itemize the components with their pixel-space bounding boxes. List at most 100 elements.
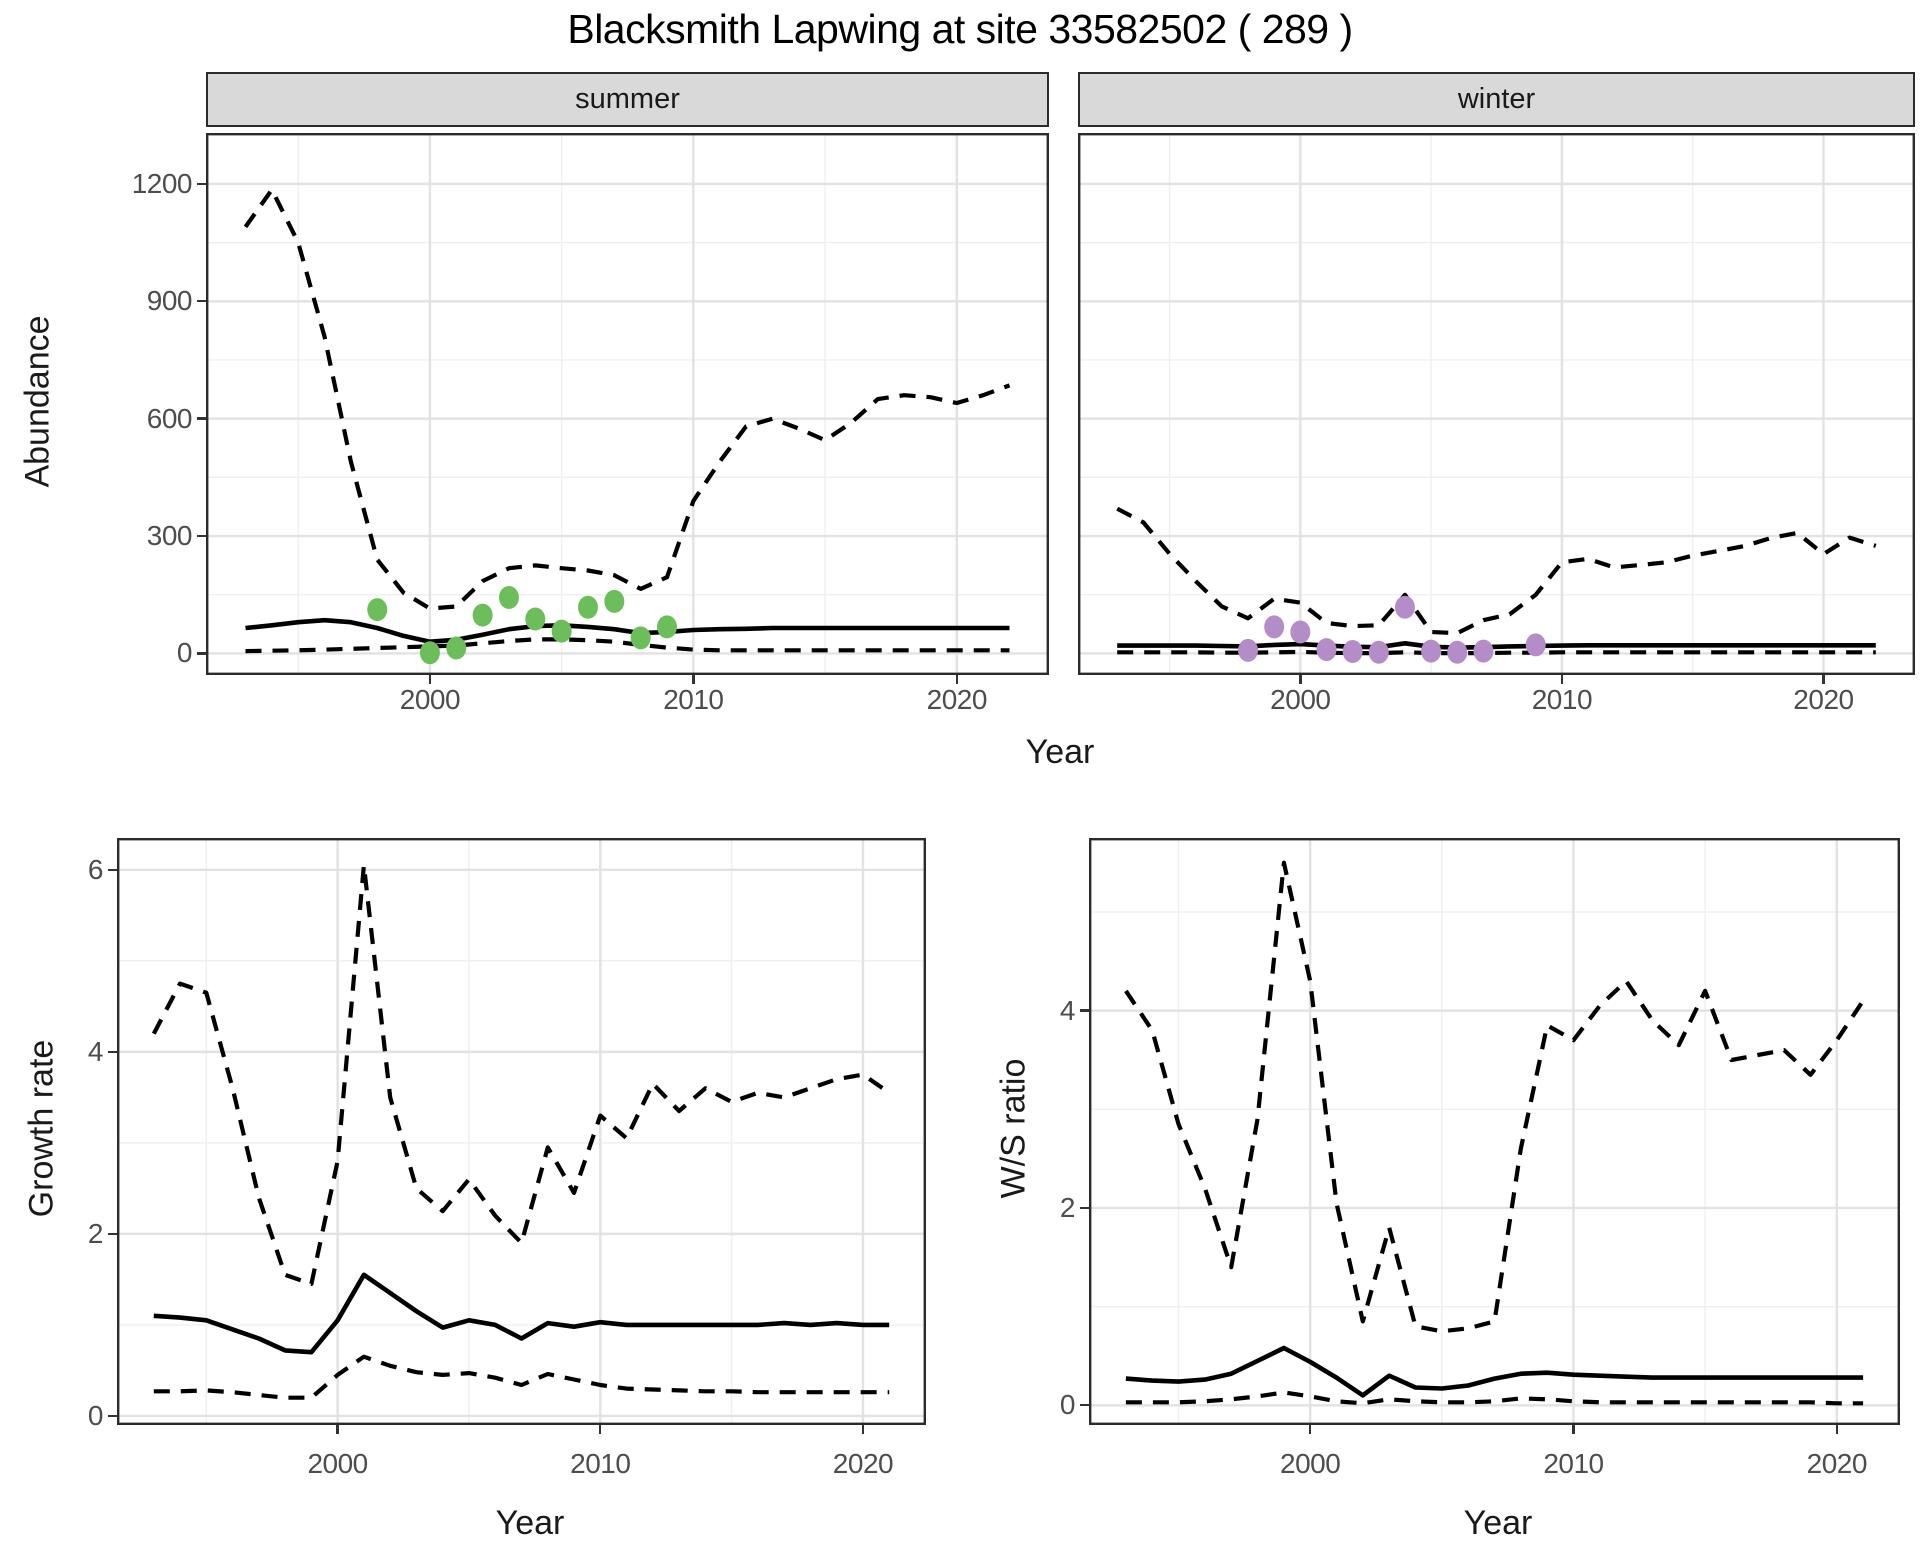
x-tick-label: 2020: [832, 1448, 894, 1479]
observed-counts-winter-point: [1316, 638, 1337, 662]
x-tick-label: 2010: [1531, 684, 1593, 715]
x-tick-label: 2010: [570, 1448, 631, 1479]
x-tick-label: 2010: [1543, 1448, 1604, 1479]
observed-counts-summer-point: [419, 641, 440, 665]
panel-border: [1078, 133, 1915, 675]
y-tick-label: 0: [87, 1399, 104, 1431]
x-tick-mark: [1822, 675, 1825, 684]
x-tick-mark: [1560, 675, 1564, 684]
y-tick-label: 4: [1059, 994, 1076, 1026]
facet-strip-winter-label: winter: [1457, 83, 1536, 115]
series-lower_95ci: [153, 1354, 890, 1400]
y-tick-mark: [108, 868, 117, 872]
x-tick-label: 2000: [1270, 684, 1331, 715]
x-tick-mark: [692, 675, 695, 684]
y-tick-label: 600: [146, 402, 193, 434]
x-tick-label: 2000: [1280, 1448, 1341, 1479]
y-tick-mark: [1080, 1206, 1089, 1210]
observed-counts-summer-point: [367, 598, 388, 622]
y-tick-label: 2: [1059, 1191, 1076, 1223]
series-lower_95ci: [1117, 649, 1876, 656]
observed-counts-summer-point: [577, 595, 598, 619]
y-tick-label: 2: [87, 1217, 104, 1249]
y-axis-title-ws-ratio: W/S ratio: [994, 1058, 1033, 1199]
y-tick-label: 0: [1059, 1389, 1076, 1421]
series-lower_95ci: [1125, 1390, 1864, 1406]
y-tick-mark: [197, 417, 206, 420]
observed-counts-summer-point: [472, 603, 493, 627]
observed-counts-summer-point: [446, 636, 467, 660]
x-axis-title-top: Year: [1025, 733, 1095, 771]
y-tick-label: 300: [146, 520, 193, 552]
y-tick-mark: [197, 182, 206, 186]
y-tick-mark: [108, 1232, 117, 1236]
y-tick-label: 1200: [131, 167, 193, 199]
observed-counts-winter-point: [1238, 638, 1259, 662]
y-tick-label: 6: [87, 853, 104, 885]
x-tick-mark: [599, 1425, 602, 1434]
y-tick-mark: [108, 1414, 117, 1418]
series-median: [245, 617, 1010, 645]
panel-abundance-winter: [1078, 133, 1915, 675]
panel-growth-rate: [117, 838, 926, 1425]
y-tick-label: 4: [87, 1035, 104, 1067]
panel-border: [206, 133, 1049, 675]
facet-strip-winter: winter: [1078, 72, 1915, 127]
x-tick-label: 2000: [399, 684, 461, 715]
panel-ws-ratio: [1089, 838, 1900, 1425]
x-tick-mark: [1835, 1425, 1838, 1434]
observed-counts-winter-point: [1421, 639, 1442, 663]
observed-counts-winter-point: [1447, 640, 1468, 664]
y-tick-mark: [108, 1050, 117, 1054]
x-tick-mark: [861, 1425, 865, 1434]
plot-title: Blacksmith Lapwing at site 33582502 ( 28…: [567, 6, 1353, 52]
y-tick-mark: [1080, 1404, 1089, 1407]
series-upper_95ci: [243, 187, 1011, 611]
observed-counts-winter-point: [1290, 620, 1311, 644]
series-upper_95ci: [151, 863, 891, 1286]
x-tick-label: 2020: [1806, 1448, 1868, 1479]
x-tick-mark: [1572, 1425, 1575, 1434]
y-tick-label: 0: [176, 637, 193, 669]
x-axis-title-growth-rate: Year: [495, 1504, 565, 1542]
y-tick-mark: [197, 534, 206, 538]
x-tick-mark: [336, 1425, 339, 1434]
x-tick-mark: [955, 675, 958, 684]
observed-counts-summer-point: [498, 586, 519, 610]
observed-counts-winter-point: [1264, 615, 1285, 639]
observed-counts-winter-point: [1342, 640, 1363, 664]
panel-border: [117, 838, 926, 1425]
x-tick-mark: [1299, 675, 1302, 684]
series-median: [1125, 1345, 1864, 1398]
x-tick-label: 2010: [663, 684, 724, 715]
series-upper_95ci: [1124, 860, 1865, 1334]
observed-counts-winter-point: [1525, 633, 1546, 657]
facet-strip-summer-label: summer: [575, 83, 680, 115]
observed-counts-summer-point: [525, 607, 546, 631]
observed-counts-winter-point: [1473, 639, 1494, 663]
y-tick-label: 900: [146, 285, 193, 317]
series-median: [153, 1272, 890, 1355]
series-upper_95ci: [1116, 506, 1877, 636]
x-tick-label: 2020: [926, 684, 988, 715]
y-tick-mark: [1080, 1009, 1089, 1012]
y-axis-title-abundance: Abundance: [18, 315, 57, 488]
facet-strip-summer: summer: [206, 72, 1049, 127]
observed-counts-summer-point: [604, 589, 625, 613]
y-tick-mark: [197, 300, 206, 303]
x-tick-label: 2020: [1793, 684, 1854, 715]
observed-counts-winter-point: [1394, 595, 1415, 619]
series-lower_95ci: [245, 637, 1010, 654]
y-axis-title-growth-rate: Growth rate: [22, 1039, 61, 1218]
panel-border: [1089, 838, 1900, 1425]
x-tick-mark: [1308, 1425, 1312, 1434]
x-tick-mark: [428, 675, 432, 684]
y-tick-mark: [197, 652, 206, 655]
x-axis-title-ws-ratio: Year: [1463, 1504, 1533, 1542]
observed-counts-summer-point: [551, 619, 572, 643]
observed-counts-winter-point: [1368, 640, 1389, 664]
panel-abundance-summer: [206, 133, 1049, 675]
observed-counts-summer-point: [657, 615, 678, 639]
x-tick-label: 2000: [307, 1448, 368, 1479]
